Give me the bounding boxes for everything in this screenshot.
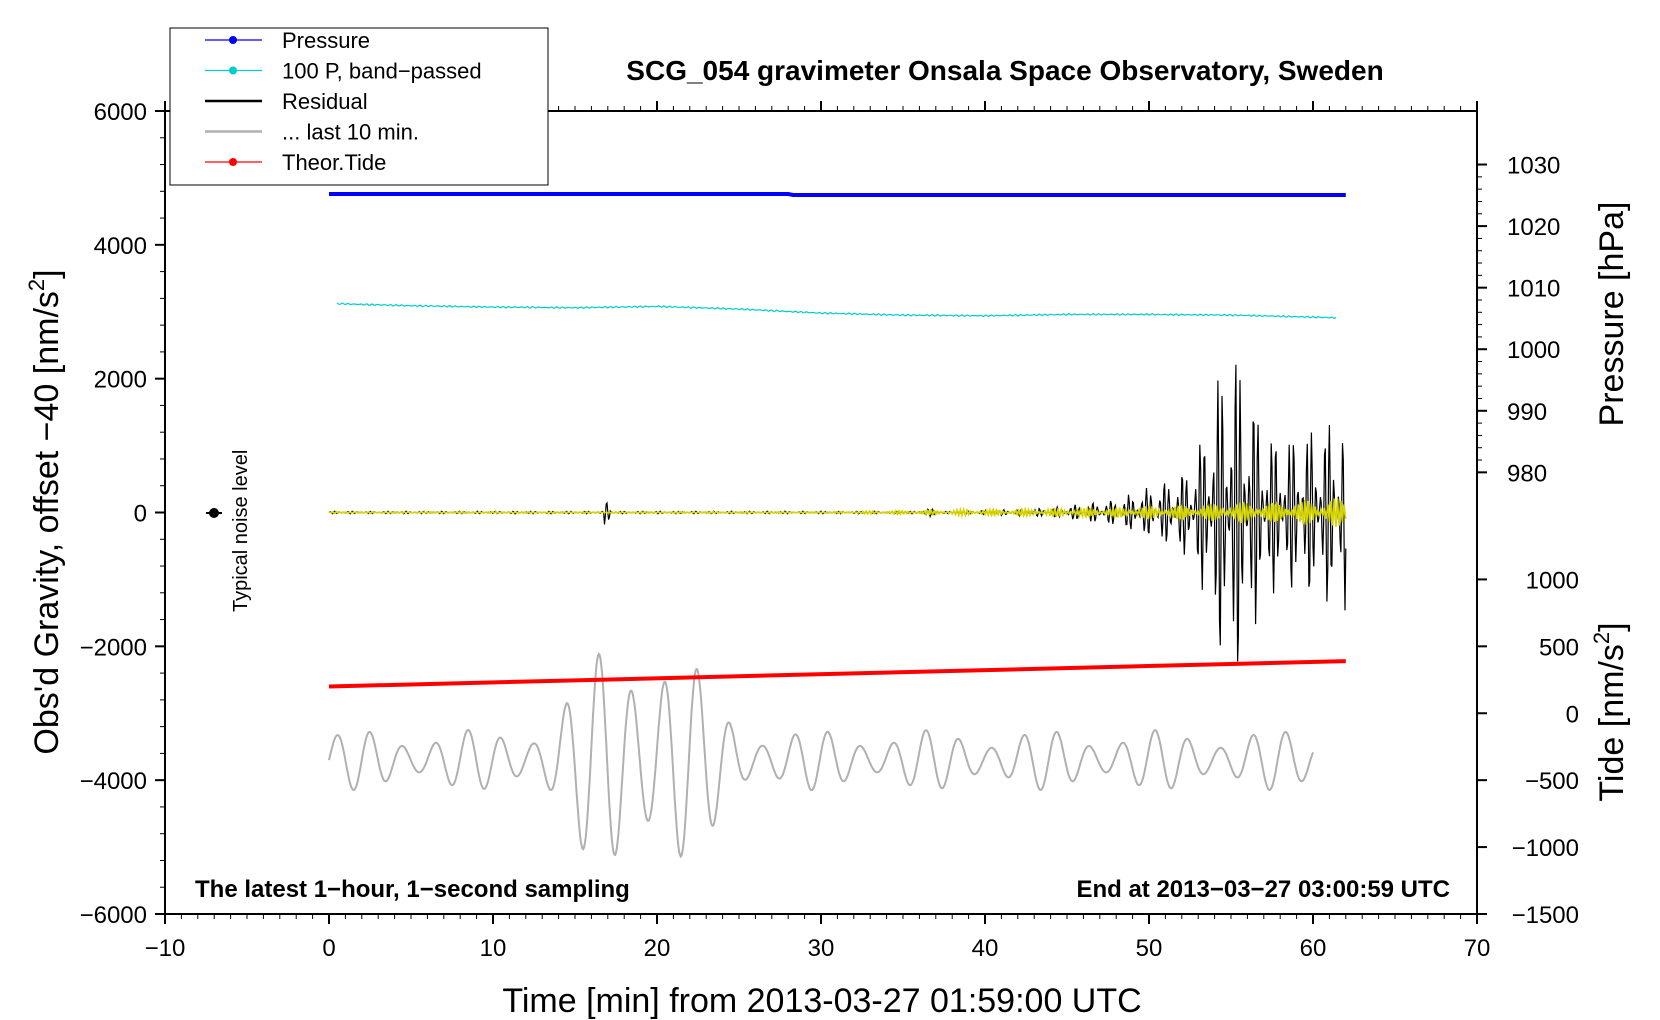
tide-tick-label: −1500 — [1512, 902, 1579, 929]
series-theor-tide — [328, 659, 1346, 689]
tide-tick-label: −1000 — [1512, 835, 1579, 862]
chart-title: SCG_054 gravimeter Onsala Space Observat… — [626, 55, 1383, 86]
pressure-line — [329, 192, 1346, 197]
tide-tick-label: 1000 — [1526, 567, 1579, 594]
minor-ticks — [160, 106, 1478, 919]
legend-marker — [229, 36, 237, 44]
noise-marker — [206, 508, 222, 518]
pressure-tick-label: 1000 — [1507, 337, 1560, 364]
annotation-end-time: End at 2013−03−27 03:00:59 UTC — [1076, 876, 1450, 903]
legend: Pressure 100 P, band−passed Residual ... la… — [169, 27, 549, 186]
legend-label: 100 P, band−passed — [282, 59, 482, 84]
pressure-tick-label: 980 — [1507, 460, 1547, 487]
legend-label: Residual — [282, 89, 368, 114]
tide-axis: 1000 500 0 −500 −1000 −1500 — [1477, 567, 1579, 929]
x-tick-label: 10 — [480, 935, 507, 962]
pressure-tick-label: 1030 — [1507, 153, 1560, 180]
x-axis-title: Time [min] from 2013-03-27 01:59:00 UTC — [502, 982, 1141, 1020]
tide-axis-title: Tide [nm/s2] — [1589, 622, 1631, 801]
series-residual-filtered — [328, 498, 1347, 527]
annotation-sampling: The latest 1−hour, 1−second sampling — [195, 876, 630, 903]
legend-marker — [229, 66, 237, 75]
x-tick-label: 40 — [972, 935, 999, 962]
legend-label: ... last 10 min. — [282, 120, 419, 145]
band-passed-line — [336, 302, 1337, 320]
y-left-axis-title: Obs'd Gravity, offset −40 [nm/s2] — [24, 269, 66, 754]
series-pressure — [329, 192, 1346, 197]
y-left-axis: 6000 4000 2000 0 −2000 −4000 −6000 — [80, 99, 165, 929]
series-last-10-min — [328, 652, 1314, 859]
x-tick-label: 70 — [1464, 935, 1491, 962]
pressure-axis: 1030 1020 1010 1000 990 980 — [1477, 153, 1560, 487]
legend-label: Theor.Tide — [282, 150, 386, 175]
noise-label: Typical noise level — [230, 450, 252, 612]
y-left-tick-label: 6000 — [94, 99, 147, 126]
x-tick-label: 30 — [808, 935, 835, 962]
y-left-tick-label: −4000 — [80, 768, 147, 795]
y-left-tick-label: −2000 — [80, 634, 147, 661]
tide-tick-label: 0 — [1566, 701, 1579, 728]
x-tick-label: 60 — [1300, 935, 1327, 962]
x-tick-label: 50 — [1136, 935, 1163, 962]
y-left-tick-label: −6000 — [80, 902, 147, 929]
y-left-tick-label: 0 — [134, 501, 147, 528]
pressure-axis-title: Pressure [hPa] — [1593, 202, 1631, 427]
last-10-min-line — [328, 652, 1314, 859]
y-left-tick-label: 4000 — [94, 233, 147, 260]
x-tick-label: −10 — [145, 935, 186, 962]
legend-marker — [229, 158, 237, 166]
tide-tick-label: 500 — [1539, 634, 1579, 661]
pressure-tick-label: 1010 — [1507, 276, 1560, 303]
y-left-tick-label: 2000 — [94, 367, 147, 394]
tide-tick-label: −500 — [1525, 768, 1579, 795]
tide-line — [328, 659, 1346, 689]
pressure-tick-label: 990 — [1507, 399, 1547, 426]
residual-filtered-line — [328, 498, 1347, 527]
pressure-tick-label: 1020 — [1507, 214, 1560, 241]
x-tick-label: 20 — [644, 935, 671, 962]
legend-label: Pressure — [282, 28, 370, 53]
x-axis: −10 0 10 20 30 40 50 60 70 — [145, 101, 1491, 962]
series-100p-band-passed — [336, 302, 1337, 320]
x-tick-label: 0 — [322, 935, 335, 962]
